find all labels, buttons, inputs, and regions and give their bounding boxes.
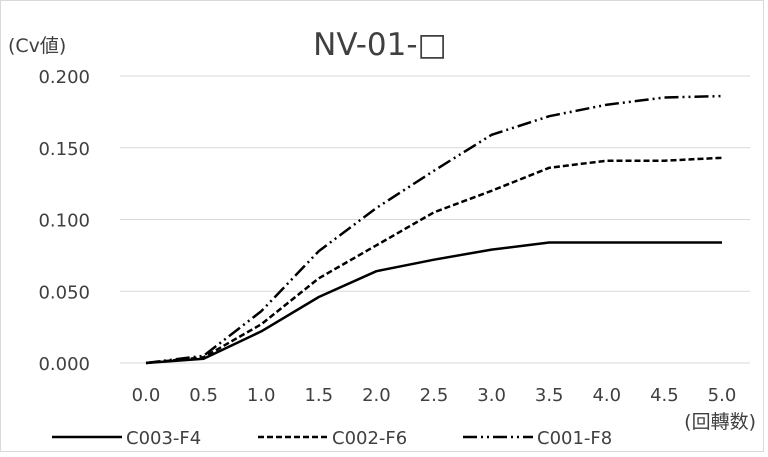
- x-tick-label: 0.0: [132, 385, 161, 406]
- series-line: [145, 156, 723, 365]
- x-tick-label: 4.5: [650, 385, 679, 406]
- x-tick-labels: 0.0 0.5 1.0 1.5 2.0 2.5 3.0 3.5 4.0 4.5 5.0: [132, 385, 737, 406]
- series-line: [145, 94, 723, 365]
- y-axis-label: (Cv値): [8, 35, 66, 57]
- legend-label: C001-F8: [537, 428, 612, 449]
- x-tick-label: 4.0: [592, 385, 621, 406]
- x-axis-label: (回轉数): [684, 411, 756, 433]
- x-tick-label: 2.5: [420, 385, 449, 406]
- chart-title: NV-01-□: [313, 27, 447, 63]
- x-tick-label: 3.5: [535, 385, 564, 406]
- legend-label: C003-F4: [126, 428, 201, 449]
- y-tick-labels: 0.000 0.050 0.100 0.150 0.200: [38, 67, 90, 375]
- y-tick-label: 0.000: [38, 354, 90, 375]
- x-tick-label: 0.5: [189, 385, 218, 406]
- x-tick-label: 3.0: [477, 385, 506, 406]
- y-tick-label: 0.100: [38, 211, 90, 232]
- legend: C003-F4 C002-F6 C001-F8: [52, 428, 612, 449]
- series-line: [145, 241, 722, 365]
- gridlines: [120, 75, 750, 364]
- y-tick-label: 0.200: [38, 67, 90, 88]
- y-tick-label: 0.050: [38, 282, 90, 303]
- x-tick-label: 1.5: [304, 385, 333, 406]
- legend-label: C002-F6: [332, 428, 407, 449]
- x-tick-label: 5.0: [708, 385, 737, 406]
- y-tick-label: 0.150: [38, 139, 90, 160]
- x-tick-label: 1.0: [247, 385, 276, 406]
- series-lines: [145, 94, 723, 365]
- x-tick-label: 2.0: [362, 385, 391, 406]
